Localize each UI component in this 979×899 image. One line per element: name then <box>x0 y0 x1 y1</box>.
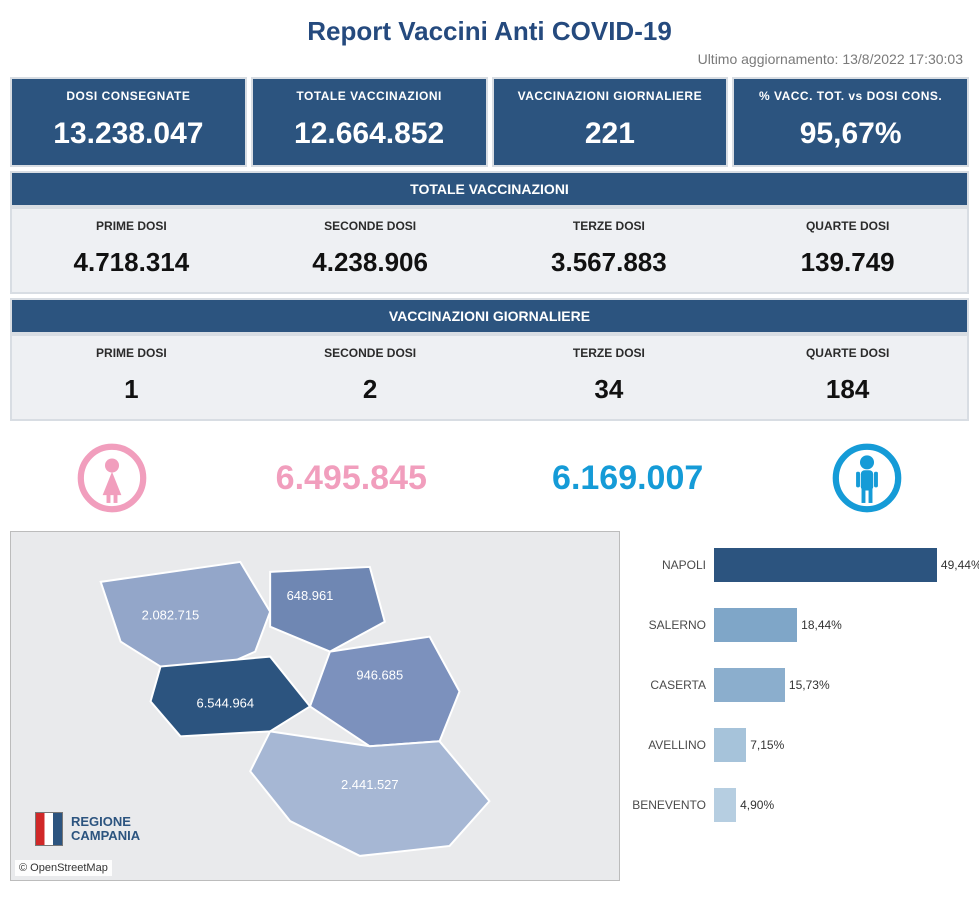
bar-value: 7,15% <box>750 738 784 752</box>
regione-flag-icon <box>35 812 63 846</box>
dose-cell: PRIME DOSI 1 <box>12 336 251 419</box>
last-update-label: Ultimo aggiornamento: <box>698 51 839 67</box>
female-icon <box>73 439 151 517</box>
bar-label: NAPOLI <box>628 558 714 572</box>
province-value-salerno: 2.441.527 <box>341 777 399 792</box>
dose-value: 1 <box>18 374 245 405</box>
dose-label: PRIME DOSI <box>18 346 245 360</box>
kpi-label: TOTALE VACCINAZIONI <box>259 89 480 103</box>
kpi-value: 12.664.852 <box>259 117 480 151</box>
bar-label: BENEVENTO <box>628 798 714 812</box>
kpi-value: 95,67% <box>740 117 961 151</box>
dose-cell: TERZE DOSI 3.567.883 <box>490 209 729 292</box>
dose-value: 139.749 <box>734 247 961 278</box>
dose-label: TERZE DOSI <box>496 346 723 360</box>
dose-label: SECONDE DOSI <box>257 219 484 233</box>
totals-row: PRIME DOSI 4.718.314 SECONDE DOSI 4.238.906… <box>10 207 969 294</box>
dose-label: PRIME DOSI <box>18 219 245 233</box>
bar-track: 4,90% <box>714 788 961 822</box>
bar-row: SALERNO 18,44% <box>628 595 961 655</box>
province-shape-salerno <box>250 731 489 856</box>
province-shape-avellino <box>310 637 460 747</box>
dose-value: 184 <box>734 374 961 405</box>
map-attribution: © OpenStreetMap <box>15 860 112 876</box>
last-update-value: 13/8/2022 17:30:03 <box>842 51 963 67</box>
dose-value: 4.238.906 <box>257 247 484 278</box>
regione-logo: REGIONE CAMPANIA <box>35 812 140 846</box>
bar-row: CASERTA 15,73% <box>628 655 961 715</box>
province-value-napoli: 6.544.964 <box>197 695 255 710</box>
daily-header: VACCINAZIONI GIORNALIERE <box>10 298 969 334</box>
dose-value: 4.718.314 <box>18 247 245 278</box>
kpi-label: % VACC. TOT. vs DOSI CONS. <box>740 89 961 103</box>
female-count: 6.495.845 <box>276 459 427 498</box>
dose-value: 3.567.883 <box>496 247 723 278</box>
bottom-row: 2.082.715 648.961 946.685 6.544.964 2.441.52… <box>10 531 969 881</box>
totals-header: TOTALE VACCINAZIONI <box>10 171 969 207</box>
bar-fill <box>714 788 736 822</box>
dose-value: 34 <box>496 374 723 405</box>
male-icon <box>828 439 906 517</box>
province-shape-benevento <box>270 567 385 652</box>
bar-track: 7,15% <box>714 728 961 762</box>
dose-cell: SECONDE DOSI 4.238.906 <box>251 209 490 292</box>
bar-label: AVELLINO <box>628 738 714 752</box>
kpi-card: TOTALE VACCINAZIONI 12.664.852 <box>251 77 488 167</box>
dose-label: QUARTE DOSI <box>734 346 961 360</box>
bar-track: 18,44% <box>714 608 961 642</box>
last-update: Ultimo aggiornamento: 13/8/2022 17:30:03 <box>10 51 963 67</box>
kpi-value: 13.238.047 <box>18 117 239 151</box>
bar-value: 18,44% <box>801 618 842 632</box>
province-value-avellino: 946.685 <box>356 668 403 683</box>
kpi-card: % VACC. TOT. vs DOSI CONS. 95,67% <box>732 77 969 167</box>
province-bars: NAPOLI49,44% SALERNO 18,44% CASERTA 15,73% AV… <box>628 531 969 881</box>
bar-track: 15,73% <box>714 668 961 702</box>
bar-row: BENEVENTO 4,90% <box>628 775 961 835</box>
dose-cell: TERZE DOSI 34 <box>490 336 729 419</box>
kpi-card: DOSI CONSEGNATE 13.238.047 <box>10 77 247 167</box>
bar-track: 49,44% <box>714 548 961 582</box>
kpi-label: DOSI CONSEGNATE <box>18 89 239 103</box>
kpi-label: VACCINAZIONI GIORNALIERE <box>500 89 721 103</box>
province-value-caserta: 2.082.715 <box>142 608 200 623</box>
bar-fill <box>714 548 937 582</box>
gender-row: 6.495.845 6.169.007 <box>10 421 969 531</box>
page-title: Report Vaccini Anti COVID-19 <box>10 16 969 47</box>
bar-value: 49,44% <box>941 558 979 572</box>
logo-line1: REGIONE <box>71 815 140 829</box>
bar-value: 15,73% <box>789 678 830 692</box>
kpi-value: 221 <box>500 117 721 151</box>
bar-fill <box>714 668 785 702</box>
bar-row: NAPOLI49,44% <box>628 535 961 595</box>
dose-value: 2 <box>257 374 484 405</box>
daily-row: PRIME DOSI1SECONDE DOSI2TERZE DOSI34QUAR… <box>10 334 969 421</box>
dose-cell: QUARTE DOSI 184 <box>728 336 967 419</box>
logo-line2: CAMPANIA <box>71 829 140 843</box>
dose-label: TERZE DOSI <box>496 219 723 233</box>
bar-fill <box>714 608 797 642</box>
bar-label: CASERTA <box>628 678 714 692</box>
province-value-benevento: 648.961 <box>287 588 334 603</box>
dose-label: QUARTE DOSI <box>734 219 961 233</box>
bar-row: AVELLINO 7,15% <box>628 715 961 775</box>
bar-fill <box>714 728 746 762</box>
kpi-card: VACCINAZIONI GIORNALIERE 221 <box>492 77 729 167</box>
bar-value: 4,90% <box>740 798 774 812</box>
dose-cell: SECONDE DOSI 2 <box>251 336 490 419</box>
dose-cell: PRIME DOSI 4.718.314 <box>12 209 251 292</box>
male-count: 6.169.007 <box>552 459 703 498</box>
map-card: 2.082.715 648.961 946.685 6.544.964 2.441.52… <box>10 531 620 881</box>
dose-label: SECONDE DOSI <box>257 346 484 360</box>
dose-cell: QUARTE DOSI 139.749 <box>728 209 967 292</box>
bar-label: SALERNO <box>628 618 714 632</box>
kpi-row: DOSI CONSEGNATE 13.238.047 TOTALE VACCINAZ… <box>10 77 969 167</box>
